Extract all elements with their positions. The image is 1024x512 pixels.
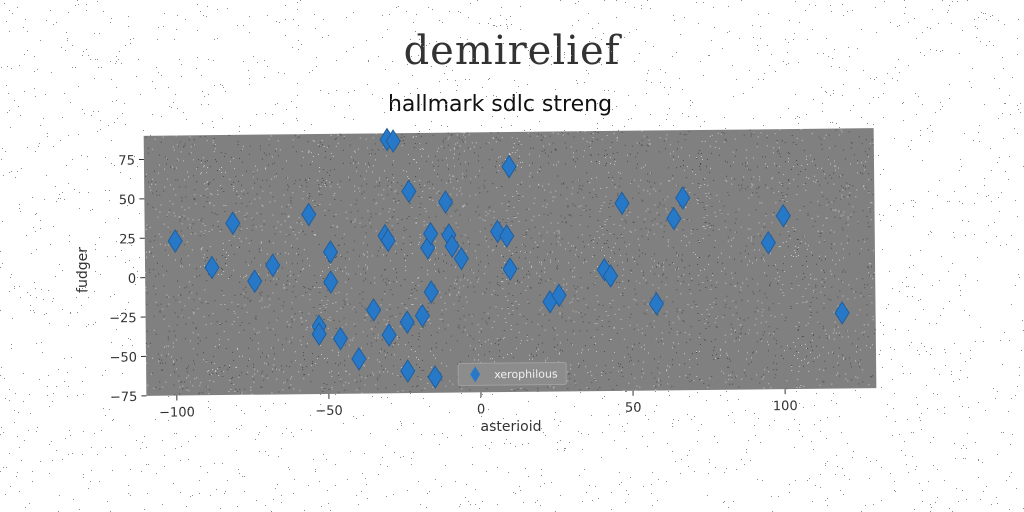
y-tick-label: −25 <box>109 311 137 326</box>
x-axis-label: asterioid <box>481 419 542 435</box>
data-point <box>301 202 317 227</box>
plot-group: −100 −50 0 50 100 −75 −50 −25 0 25 50 75 xerophilou… <box>109 127 877 421</box>
data-point <box>427 365 443 389</box>
legend: xerophilous <box>457 361 567 387</box>
data-point <box>167 229 183 254</box>
data-point <box>675 186 691 210</box>
data-point <box>499 224 515 248</box>
data-point <box>502 257 518 282</box>
data-point <box>501 154 517 179</box>
legend-marker-xerophilous <box>470 366 481 383</box>
data-point <box>322 240 339 264</box>
x-tick-label: −100 <box>159 405 195 420</box>
legend-box <box>457 361 567 387</box>
data-point <box>453 246 469 271</box>
y-tick-label: 75 <box>118 154 135 169</box>
x-tick-label: −50 <box>315 404 343 419</box>
plot-noise <box>145 128 876 396</box>
y-tick-label: 0 <box>128 272 136 287</box>
y-tick-label: 25 <box>119 232 136 247</box>
data-point <box>204 255 220 280</box>
data-point <box>423 221 439 246</box>
data-point <box>834 300 850 325</box>
data-point <box>351 346 367 371</box>
y-tick-label: 50 <box>119 193 136 208</box>
data-point <box>332 326 349 351</box>
data-point <box>380 228 396 253</box>
data-point <box>420 235 436 260</box>
data-point <box>602 263 619 288</box>
data-point <box>648 291 665 316</box>
data-point <box>423 280 439 304</box>
data-point <box>225 211 241 236</box>
chart-title: hallmark sdlc streng <box>387 92 613 117</box>
data-point <box>400 359 416 383</box>
data-point <box>551 283 567 308</box>
data-point <box>414 303 430 328</box>
data-point <box>381 323 397 347</box>
x-tick-label: 50 <box>625 401 642 416</box>
y-tick-label: −75 <box>110 390 138 405</box>
x-tick-label: 0 <box>477 402 485 417</box>
page-title: demirelief <box>403 28 621 74</box>
legend-label-xerophilous: xerophilous <box>494 368 558 382</box>
data-point <box>444 234 460 258</box>
data-point <box>666 206 682 231</box>
data-point <box>366 297 382 322</box>
data-point <box>775 203 791 228</box>
x-tick-label: 100 <box>773 399 798 414</box>
data-point <box>401 179 417 204</box>
data-point <box>614 191 630 216</box>
data-points <box>167 127 850 389</box>
data-point <box>760 230 776 255</box>
data-point <box>399 310 415 335</box>
data-point <box>311 322 327 347</box>
y-tick-label: −50 <box>109 351 137 366</box>
data-point <box>385 129 401 154</box>
axes: −100 −50 0 50 100 −75 −50 −25 0 25 50 75 <box>109 154 798 421</box>
data-point <box>265 253 281 278</box>
data-point <box>437 190 454 214</box>
data-point <box>323 270 339 294</box>
y-axis-label: fudger <box>75 247 91 293</box>
data-point <box>247 269 263 294</box>
